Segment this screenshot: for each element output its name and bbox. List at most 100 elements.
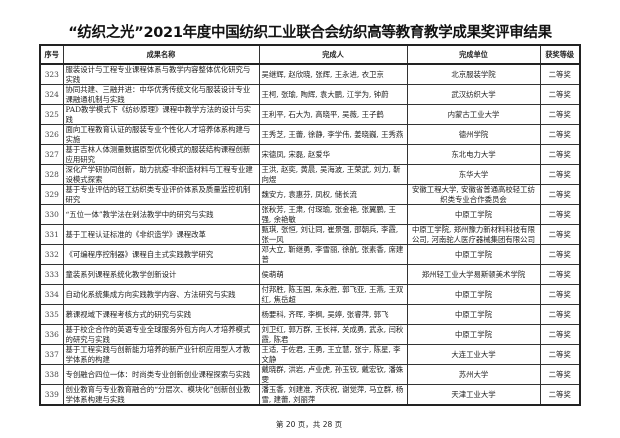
cell-seq: 335 — [39, 304, 64, 325]
cell-members: 侯萌萌 — [258, 264, 408, 285]
cell-unit: 大连工业大学 — [406, 344, 541, 365]
cell-seq: 334 — [39, 284, 64, 305]
cell-title: 深化产学研协同创新，助力抗疫-非织造材料与工程专业建设模式探索 — [62, 164, 260, 185]
table-row: 327 基于吉林人体测量数据原型优化模式的服装结构课程创新应用研究 宋德凤, 宋磊,… — [39, 144, 581, 165]
cell-award: 二等奖 — [539, 284, 581, 305]
cell-title: 创业教育与专业教育融合的“分层次、模块化”创新创业教学体系构建与实践 — [62, 384, 260, 406]
cell-seq: 325 — [39, 104, 64, 125]
cell-members: 甄琪, 张恒, 刘让同, 崔景强, 邵朝兵, 李霞, 张一风 — [258, 224, 408, 245]
cell-title: 服装设计与工程专业课程体系与教学内容整体优化研究与实践 — [62, 63, 260, 85]
cell-title: “五位一体”教学法在剁法教学中的研究与实践 — [62, 204, 260, 225]
cell-award: 二等奖 — [539, 324, 581, 345]
cell-title: 面向工程教育认证的服装专业个性化人才培养体系构建与实施 — [62, 124, 260, 145]
cell-unit: 苏州大学 — [406, 364, 541, 385]
cell-award: 二等奖 — [539, 224, 581, 245]
cell-seq: 327 — [39, 144, 64, 165]
cell-members: 付邦胜, 陈玉国, 朱永胜, 郭飞亚, 王燕, 王双红, 焦岳超 — [258, 284, 408, 305]
cell-members: 吴继辉, 赵欣晓, 张辉, 王永进, 衣卫京 — [258, 63, 408, 85]
cell-seq: 331 — [39, 224, 64, 245]
table-row: 338 专创融合四位一体：时尚类专业创新创业课程探索与实践 戴晓群, 洪岩, 卢业虎… — [39, 364, 581, 385]
cell-seq: 339 — [39, 384, 64, 406]
cell-award: 二等奖 — [539, 344, 581, 365]
cell-unit: 德州学院 — [406, 124, 541, 145]
cell-title: 基于吉林人体测量数据原型优化模式的服装结构课程创新应用研究 — [62, 144, 260, 165]
cell-title: 专创融合四位一体：时尚类专业创新创业课程探索与实践 — [62, 364, 260, 385]
cell-award: 二等奖 — [539, 104, 581, 125]
cell-seq: 338 — [39, 364, 64, 385]
table-row: 335 慕课视域下课程考核方式的研究与实践 杨要科, 齐晖, 李枫, 吴婷, 张睿萍… — [39, 304, 581, 325]
table-row: 339 创业教育与专业教育融合的“分层次、模块化”创新创业教学体系构建与实践 潘玉香… — [39, 384, 581, 406]
cell-seq: 337 — [39, 344, 64, 365]
table-row: 329 基于专业评估的轻工纺织类专业评价体系及质量监控机制研究 魏安方, 袁惠芬, … — [39, 184, 581, 205]
table-row: 333 童装系列课程系统化教学创新设计 侯萌萌 郑州轻工业大学易斯顿美术学院 二等奖 — [39, 264, 581, 285]
cell-members: 王洪, 赵奕, 黄晨, 吴海波, 王荣武, 刘力, 靳向煜 — [258, 164, 408, 185]
cell-award: 二等奖 — [539, 124, 581, 145]
cell-members: 宋德凤, 宋磊, 赵爱华 — [258, 144, 408, 165]
header-award: 获奖等级 — [539, 44, 581, 65]
cell-title: 基于专业评估的轻工纺织类专业评价体系及质量监控机制研究 — [62, 184, 260, 205]
table-row: 328 深化产学研协同创新，助力抗疫-非织造材料与工程专业建设模式探索 王洪, 赵奕… — [39, 164, 581, 185]
cell-title: 基于校企合作的英语专业全球服务外包方向人才培养模式的研究与实践 — [62, 324, 260, 345]
cell-unit: 东北电力大学 — [406, 144, 541, 165]
cell-title: 协同共建、三融并进：中华优秀传统文化与服装设计专业课融通机制与实践 — [62, 84, 260, 105]
results-table: 序号 成果名称 完成人 完成单位 获奖等级 323 服装设计与工程专业课程体系与教… — [39, 44, 581, 406]
cell-seq: 324 — [39, 84, 64, 105]
cell-seq: 332 — [39, 244, 64, 265]
cell-seq: 326 — [39, 124, 64, 145]
table-row: 324 协同共建、三融并进：中华优秀传统文化与服装设计专业课融通机制与实践 王柯, … — [39, 84, 581, 105]
cell-title: 基于工程认证标准的《非织造学》课程改革 — [62, 224, 260, 245]
page-title: “纺织之光”2021年度中国纺织工业联合会纺织高等教育教学成果奖评审结果 — [68, 25, 552, 41]
cell-members: 王柯, 张瑜, 陶辉, 袁大鹏, 江学为, 钟蔚 — [258, 84, 408, 105]
cell-title: 慕课视域下课程考核方式的研究与实践 — [62, 304, 260, 325]
cell-members: 王适, 于佐君, 王勇, 王立慧, 张宁, 陈星, 李文静 — [258, 344, 408, 365]
cell-unit: 天津工业大学 — [406, 384, 541, 406]
cell-award: 二等奖 — [539, 144, 581, 165]
cell-members: 杨要科, 齐晖, 李枫, 吴婷, 张睿萍, 郭飞 — [258, 304, 408, 325]
cell-unit: 中原工学院 — [406, 304, 541, 325]
cell-unit: 东华大学 — [406, 164, 541, 185]
table-row: 331 基于工程认证标准的《非织造学》课程改革 甄琪, 张恒, 刘让同, 崔景强, … — [39, 224, 581, 245]
cell-unit: 内蒙古工业大学 — [406, 104, 541, 125]
cell-award: 二等奖 — [539, 204, 581, 225]
cell-members: 潘玉香, 刘建准, 齐庆祝, 谢觉萍, 马立群, 杨雪, 建蕾, 刘丽萍 — [258, 384, 408, 406]
cell-title: 《可编程序控制器》课程自主式实践教学研究 — [62, 244, 260, 265]
cell-title: PAD教学模式下《纺纱原理》课程中教学方法的设计与实践 — [62, 104, 260, 125]
cell-unit: 中原工学院 — [406, 324, 541, 345]
cell-title: 基于工程实践与创新能力培养的新产业针织应用型人才教学体系的构建 — [62, 344, 260, 365]
cell-members: 刘卫红, 郭万群, 王长祥, 关成勇, 武永, 闫秋霞, 陈君 — [258, 324, 408, 345]
cell-unit: 中原工学院 — [406, 284, 541, 305]
cell-award: 二等奖 — [539, 184, 581, 205]
cell-title: 童装系列课程系统化教学创新设计 — [62, 264, 260, 285]
cell-seq: 333 — [39, 264, 64, 285]
cell-award: 二等奖 — [539, 244, 581, 265]
cell-members: 张秋芳, 王肃, 付琛瑜, 张金艳, 张翼鹏, 王强, 余艳敏 — [258, 204, 408, 225]
cell-award: 二等奖 — [539, 84, 581, 105]
cell-seq: 330 — [39, 204, 64, 225]
table-row: 334 自动化系统集成方向实践教学内容、方法研究与实践 付邦胜, 陈玉国, 朱永胜,… — [39, 284, 581, 305]
cell-members: 王秀芝, 王蕾, 徐静, 李学伟, 姜晓巍, 王秀燕 — [258, 124, 408, 145]
cell-members: 戴晓群, 洪岩, 卢业虎, 孙玉钗, 戴宏钦, 潘姝雯 — [258, 364, 408, 385]
cell-unit: 武汉纺织大学 — [406, 84, 541, 105]
cell-award: 二等奖 — [539, 384, 581, 406]
cell-seq: 323 — [39, 63, 64, 85]
cell-members: 王利平, 石大为, 高晓平, 吴薇, 王子鹤 — [258, 104, 408, 125]
cell-award: 二等奖 — [539, 364, 581, 385]
table-row: 325 PAD教学模式下《纺纱原理》课程中教学方法的设计与实践 王利平, 石大为, … — [39, 104, 581, 125]
cell-award: 二等奖 — [539, 304, 581, 325]
table-row: 337 基于工程实践与创新能力培养的新产业针织应用型人才教学体系的构建 王适, 于佐… — [39, 344, 581, 365]
cell-seq: 328 — [39, 164, 64, 185]
cell-members: 魏安方, 袁惠芬, 凤权, 储长流 — [258, 184, 408, 205]
header-unit: 完成单位 — [406, 44, 541, 65]
table-row: 330 “五位一体”教学法在剁法教学中的研究与实践 张秋芳, 王肃, 付琛瑜, 张金… — [39, 204, 581, 225]
cell-members: 邓大立, 靳继勇, 李雪丽, 徐航, 张素香, 席建普 — [258, 244, 408, 265]
cell-seq: 329 — [39, 184, 64, 205]
cell-award: 二等奖 — [539, 63, 581, 85]
table-row: 336 基于校企合作的英语专业全球服务外包方向人才培养模式的研究与实践 刘卫红, 郭… — [39, 324, 581, 345]
cell-unit: 中原工学院 — [406, 244, 541, 265]
cell-seq: 336 — [39, 324, 64, 345]
header-members: 完成人 — [258, 44, 408, 65]
table-row: 326 面向工程教育认证的服装专业个性化人才培养体系构建与实施 王秀芝, 王蕾, 徐… — [39, 124, 581, 145]
cell-unit: 北京服装学院 — [406, 63, 541, 85]
cell-unit: 中原工学院, 郑州豫力新材料科技有限公司, 河南驼人医疗器械集团有限公司 — [406, 224, 541, 245]
table-row: 332 《可编程序控制器》课程自主式实践教学研究 邓大立, 靳继勇, 李雪丽, 徐航… — [39, 244, 581, 265]
